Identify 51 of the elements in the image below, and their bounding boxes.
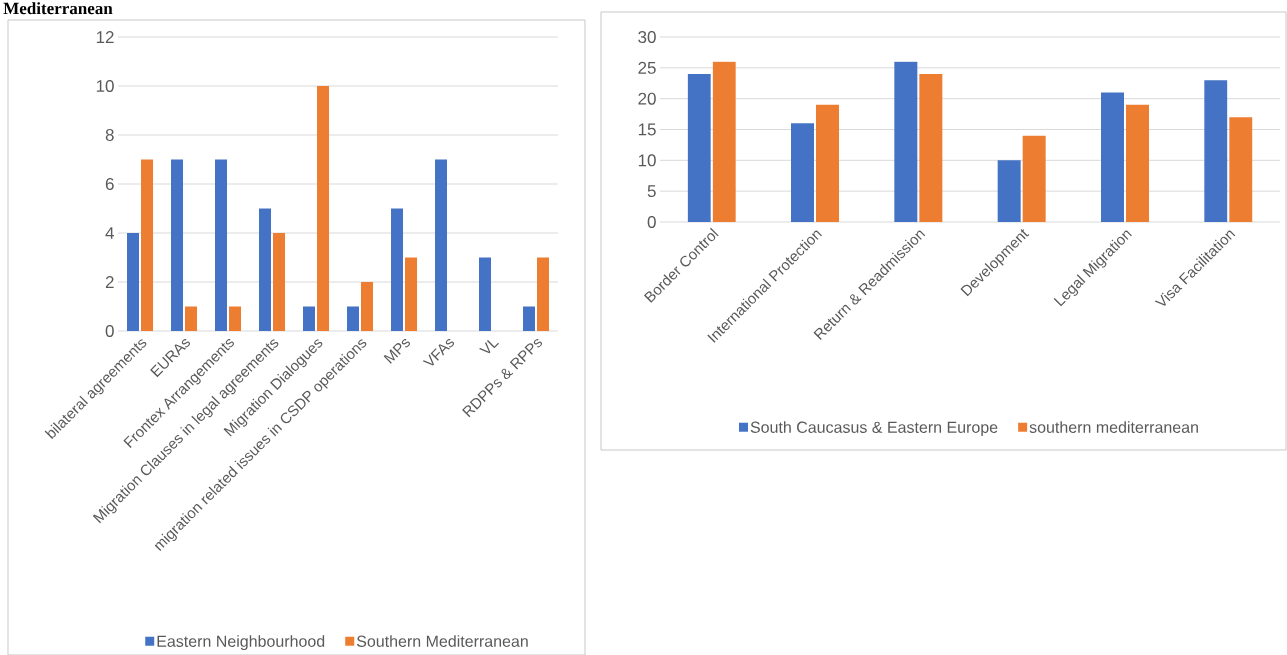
bar: [405, 257, 418, 331]
bar: [391, 208, 404, 331]
y-tick-label: 30: [638, 30, 656, 44]
bar: [303, 306, 316, 331]
x-tick-label: VL: [479, 340, 499, 354]
bar: [1022, 135, 1046, 222]
bar: [523, 306, 536, 331]
y-tick-label: 5: [647, 185, 656, 198]
bar: [229, 306, 242, 331]
y-tick-label: 15: [638, 123, 656, 136]
legend-label: South Caucasus & Eastern Europe: [750, 421, 998, 437]
bar: [1101, 92, 1124, 222]
y-tick-label: 0: [105, 324, 114, 338]
bar: [347, 306, 360, 331]
bar: [215, 159, 228, 331]
bar: [687, 73, 711, 222]
y-tick-label: 12: [96, 31, 114, 43]
bar: [1126, 104, 1149, 222]
y-tick-label: 0: [647, 215, 656, 229]
y-tick-label: 10: [638, 154, 656, 167]
y-tick-label: 10: [96, 79, 114, 93]
bar: [919, 73, 943, 222]
x-tick-label: MPs: [383, 339, 411, 364]
legend-label: southern mediterranean: [1029, 421, 1198, 433]
y-tick-label: 25: [638, 61, 656, 74]
bar: [997, 160, 1021, 222]
legend-label: Southern Mediterranean: [356, 635, 528, 647]
bar: [361, 281, 374, 331]
text: Mediterranean: [3, 2, 113, 15]
y-tick-label: 2: [105, 276, 114, 288]
bar: [435, 159, 448, 331]
bar: [1204, 80, 1228, 222]
bar: [1229, 117, 1253, 222]
bar: [479, 257, 492, 331]
legend-label: Eastern Neighbourhood: [157, 635, 325, 651]
bar: [141, 159, 154, 331]
bar: [259, 208, 272, 331]
bar: [791, 123, 815, 222]
bar: [171, 159, 184, 331]
y-tick-label: 6: [105, 177, 114, 191]
y-tick-label: 4: [105, 227, 114, 239]
bar: [816, 104, 840, 222]
bar: [185, 306, 198, 331]
bar: [537, 257, 550, 331]
y-tick-label: 20: [638, 92, 656, 105]
bar: [317, 85, 330, 331]
bar: [273, 232, 286, 331]
bar: [712, 61, 736, 222]
y-tick-label: 8: [105, 128, 114, 142]
bar: [127, 232, 140, 331]
bar: [894, 61, 918, 222]
